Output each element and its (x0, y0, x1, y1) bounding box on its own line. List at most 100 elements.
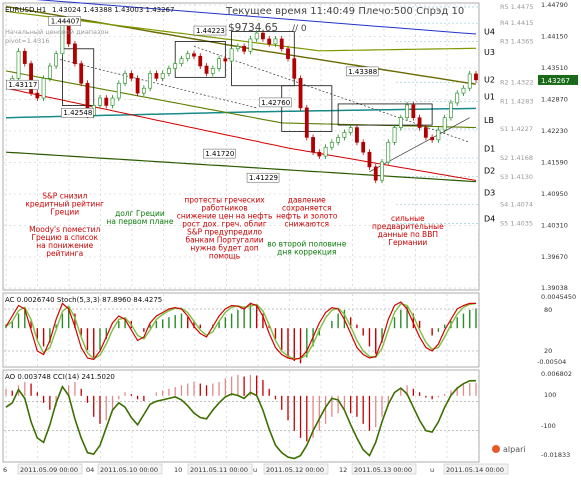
pivot-level-label: S5 1.4035 (500, 220, 533, 228)
candle-body (430, 137, 435, 141)
price-tick: 1.40310 (541, 221, 568, 229)
pivot-level-label: S4 1.4074 (500, 200, 533, 208)
candle-body (304, 107, 309, 138)
price-tick: 1.40950 (541, 190, 568, 198)
price-label-box (193, 25, 227, 36)
price-label: 1.44407 (51, 18, 80, 26)
annotation-text: сохраняется (282, 203, 332, 212)
time-label: 2011.05.12 00:00 (266, 466, 324, 474)
channel-top-line (5, 5, 477, 85)
annotation-text: сильные (391, 214, 425, 223)
candle-body (336, 137, 341, 143)
main-price-panel[interactable] (2, 2, 480, 291)
annotation-text: нефть и золото (276, 211, 338, 220)
level-label-u3: U3 (484, 48, 495, 57)
time-label-box (263, 463, 329, 475)
candle-body (235, 46, 240, 50)
trend-line (56, 58, 257, 109)
price-label: 1.43117 (8, 81, 37, 89)
price-label: 1.41720 (205, 150, 234, 158)
time-label: 04 (86, 466, 94, 474)
candle-body (411, 104, 416, 119)
level-label-u2: U2 (484, 75, 495, 84)
candle-body (323, 146, 328, 157)
ac-axis-80: 80 (544, 306, 552, 314)
bottom-channel-line (5, 151, 477, 183)
candle-body (392, 127, 397, 143)
cci-line (5, 379, 477, 460)
candle-body (261, 32, 265, 40)
time-label: 2011.05.10 00:00 (100, 466, 158, 474)
candle-body (380, 161, 384, 181)
time-label: 6 (3, 466, 7, 474)
time-label: 2011.05.09 00:00 (20, 466, 78, 474)
price-tick: 1.43510 (541, 64, 568, 72)
middle-band-line (5, 70, 477, 129)
annotation-text: на первом плане (106, 217, 173, 226)
pivot-level-label: R3 1.4365 (500, 37, 533, 45)
range-box (337, 103, 433, 126)
candle-body (398, 117, 403, 128)
candle-body (311, 137, 315, 153)
annotation-text: долг Греции (115, 209, 165, 218)
price-tick: 1.44150 (541, 32, 568, 40)
pivot-level-label: R5 1.4475 (500, 3, 533, 11)
annotation-text: на понижение (36, 241, 93, 250)
candle-body (373, 166, 378, 181)
candle-body (348, 127, 353, 133)
time-label-box (17, 463, 83, 475)
annotation-text: снижение цен на нефть (177, 211, 273, 220)
candle-body (248, 38, 253, 52)
cci-axis-neg100: -100 (541, 422, 556, 430)
time-label: 2011.05.13 00:00 (354, 466, 412, 474)
ac-axis-bottom: -0.00504 (537, 358, 566, 366)
candle-body (116, 82, 121, 99)
range-box (62, 48, 95, 106)
candle-body (210, 68, 215, 74)
price-label: 1.42548 (63, 109, 92, 117)
price-label: 1.43388 (348, 68, 377, 76)
annotation-text: рост дох. греч. облиг (182, 219, 267, 228)
annotation-text: предварительные (372, 222, 444, 231)
candle-body (110, 97, 115, 106)
annotation-text: Грецию в список (31, 233, 98, 242)
blue-ma-line (36, 0, 477, 35)
candle-body (267, 38, 272, 45)
candle-body (79, 63, 84, 84)
candle-body (160, 73, 165, 79)
candle-body (355, 127, 359, 143)
stoch-signal-line (5, 302, 477, 360)
ohlc-values: 1.43024 1.43388 1.43003 1.43267 (52, 6, 174, 14)
price-tick: 1.39670 (541, 253, 568, 261)
annotation-text: Греции (50, 207, 79, 216)
time-label-box (187, 463, 253, 475)
time-label: 10 (174, 466, 182, 474)
level-label-d3: D3 (484, 189, 495, 198)
candle-body (123, 73, 127, 84)
annotation-text: Moody's поместил (29, 225, 100, 234)
pivot-level-label: R2 1.4322 (500, 78, 533, 86)
pivot-value: pivot=1.4316 (5, 37, 50, 45)
candle-body (361, 142, 366, 153)
annotation-text: данные по ВВП (378, 230, 438, 239)
ac-stoch-panel[interactable] (2, 292, 480, 368)
status-info: Текущее время 11:40:49 Плечо:500 Спрэд 1… (225, 6, 464, 17)
candle-body (229, 48, 234, 62)
price-tick: 1.41590 (541, 158, 568, 166)
ao-cci-panel[interactable] (2, 369, 480, 463)
candle-body (98, 97, 102, 106)
annotation-text: во второй половине (267, 240, 346, 249)
annotation-text: S&P предупредило (187, 227, 263, 236)
ac-stoch-label: AC 0.0026740 Stoch(5,3,3) 87.8960 84.427… (5, 296, 162, 304)
candle-body (73, 43, 77, 64)
candle-body (154, 73, 159, 79)
time-label-box (443, 463, 509, 475)
time-label: 12 (339, 466, 347, 474)
candle-body (167, 68, 171, 74)
candle-body (35, 92, 40, 99)
candle-body (148, 73, 153, 89)
ao-axis-top: 0.006802 (541, 370, 572, 378)
